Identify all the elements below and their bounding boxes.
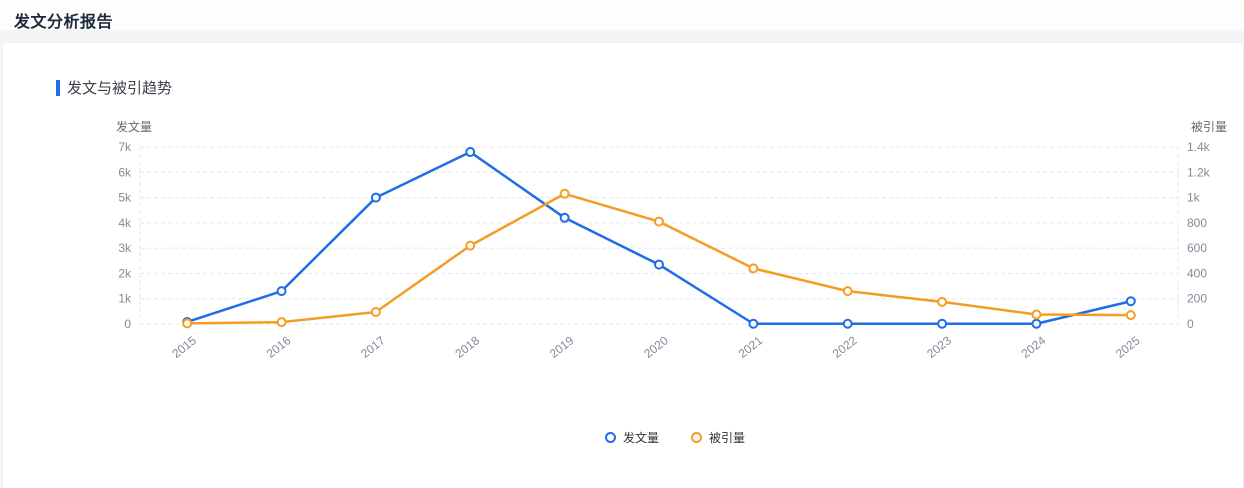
publications-legend-marker-icon (604, 432, 616, 443)
data-point-发文量[interactable] (842, 318, 853, 329)
data-point-发文量[interactable] (559, 212, 570, 223)
y-axis-left-tick-label: 5k (118, 191, 132, 205)
chart-legend: 发文量 被引量 (3, 429, 1243, 446)
x-axis-tick-label: 2024 (1019, 333, 1049, 361)
data-point-发文量[interactable] (370, 192, 381, 203)
x-axis-tick-label: 2016 (264, 333, 294, 361)
y-axis-left-tick-label: 4k (118, 216, 132, 230)
data-point-被引量[interactable] (465, 240, 476, 251)
series-line-1[interactable] (185, 192, 1133, 325)
section-title: 发文与被引趋势 (67, 80, 173, 97)
data-point-被引量[interactable] (748, 263, 759, 274)
data-point-被引量[interactable] (370, 306, 381, 317)
y-axis-left-tick-label: 3k (118, 241, 132, 255)
page-title: 发文分析报告 (14, 14, 114, 31)
data-point-被引量[interactable] (654, 216, 664, 227)
y-axis-left-tick-label: 1k (118, 292, 132, 306)
y-axis-left-tick-label: 0 (124, 317, 131, 331)
y-axis-left-tick-label: 7k (118, 140, 132, 154)
legend-label: 被引量 (709, 431, 746, 445)
y-axis-left-tick-label: 6k (118, 165, 132, 179)
data-point-发文量[interactable] (1125, 296, 1136, 307)
data-point-被引量[interactable] (1031, 309, 1042, 320)
data-point-被引量[interactable] (1125, 310, 1136, 321)
trend-chart-canvas[interactable]: 0 0 1k 200 2k 400 3k 600 4k 800 5k 1k 6k 1.2k 7k 1.4k 发文… (3, 111, 1244, 391)
x-axis-tick-label: 2021 (736, 333, 766, 361)
y-axis-right-name: 被引量 (1191, 120, 1227, 134)
data-point-发文量[interactable] (465, 147, 476, 158)
x-axis-tick-label: 2020 (641, 333, 671, 361)
data-point-被引量[interactable] (842, 286, 853, 297)
data-point-发文量[interactable] (1031, 318, 1042, 329)
x-axis-tick-label: 2025 (1113, 333, 1143, 361)
data-point-被引量[interactable] (182, 318, 193, 329)
series-line-0[interactable] (185, 150, 1133, 325)
x-axis-tick-label: 2018 (452, 333, 482, 361)
y-axis-left-tick-label: 2k (118, 266, 132, 280)
data-point-发文量[interactable] (748, 318, 759, 329)
y-axis-right-tick-label: 1.2k (1187, 165, 1211, 179)
citations-legend-marker-icon (691, 432, 702, 443)
data-point-发文量[interactable] (937, 318, 948, 329)
y-axis-left-name: 发文量 (116, 119, 152, 134)
page-header: 发文分析报告 (0, 0, 1244, 31)
x-axis-tick-label: 2019 (547, 333, 577, 361)
x-axis-tick-label: 2022 (830, 333, 860, 361)
section-header: 发文与被引趋势 (56, 77, 172, 98)
legend-label: 发文量 (622, 431, 659, 445)
x-axis-tick-label: 2023 (924, 333, 954, 361)
legend-item-publications[interactable]: 发文量 (604, 429, 659, 446)
report-card: 发文与被引趋势 0 0 1k 200 2k 400 3k 600 4k 800 5k 1k 6k 1.2k… (2, 42, 1244, 488)
grid-lines (139, 146, 1179, 325)
section-accent-bar-icon (56, 79, 60, 96)
data-point-发文量[interactable] (276, 286, 287, 297)
y-axis-right-tick-label: 800 (1187, 216, 1207, 230)
y-axis-right-tick-label: 200 (1187, 292, 1207, 306)
y-axis-right-tick-label: 400 (1187, 266, 1207, 280)
legend-item-citations[interactable]: 被引量 (691, 429, 745, 446)
x-axis-tick-label: 2017 (358, 333, 388, 361)
y-axis-right-tick-label: 1k (1187, 191, 1201, 205)
data-point-被引量[interactable] (276, 317, 287, 328)
data-point-被引量[interactable] (559, 188, 570, 199)
y-axis-right-tick-label: 600 (1187, 241, 1207, 255)
y-axis-right-tick-label: 1.4k (1187, 140, 1211, 154)
x-axis-tick-label: 2015 (169, 333, 199, 361)
y-axis-right-tick-label: 0 (1187, 317, 1194, 331)
data-point-被引量[interactable] (937, 296, 948, 307)
data-point-发文量[interactable] (654, 259, 664, 270)
